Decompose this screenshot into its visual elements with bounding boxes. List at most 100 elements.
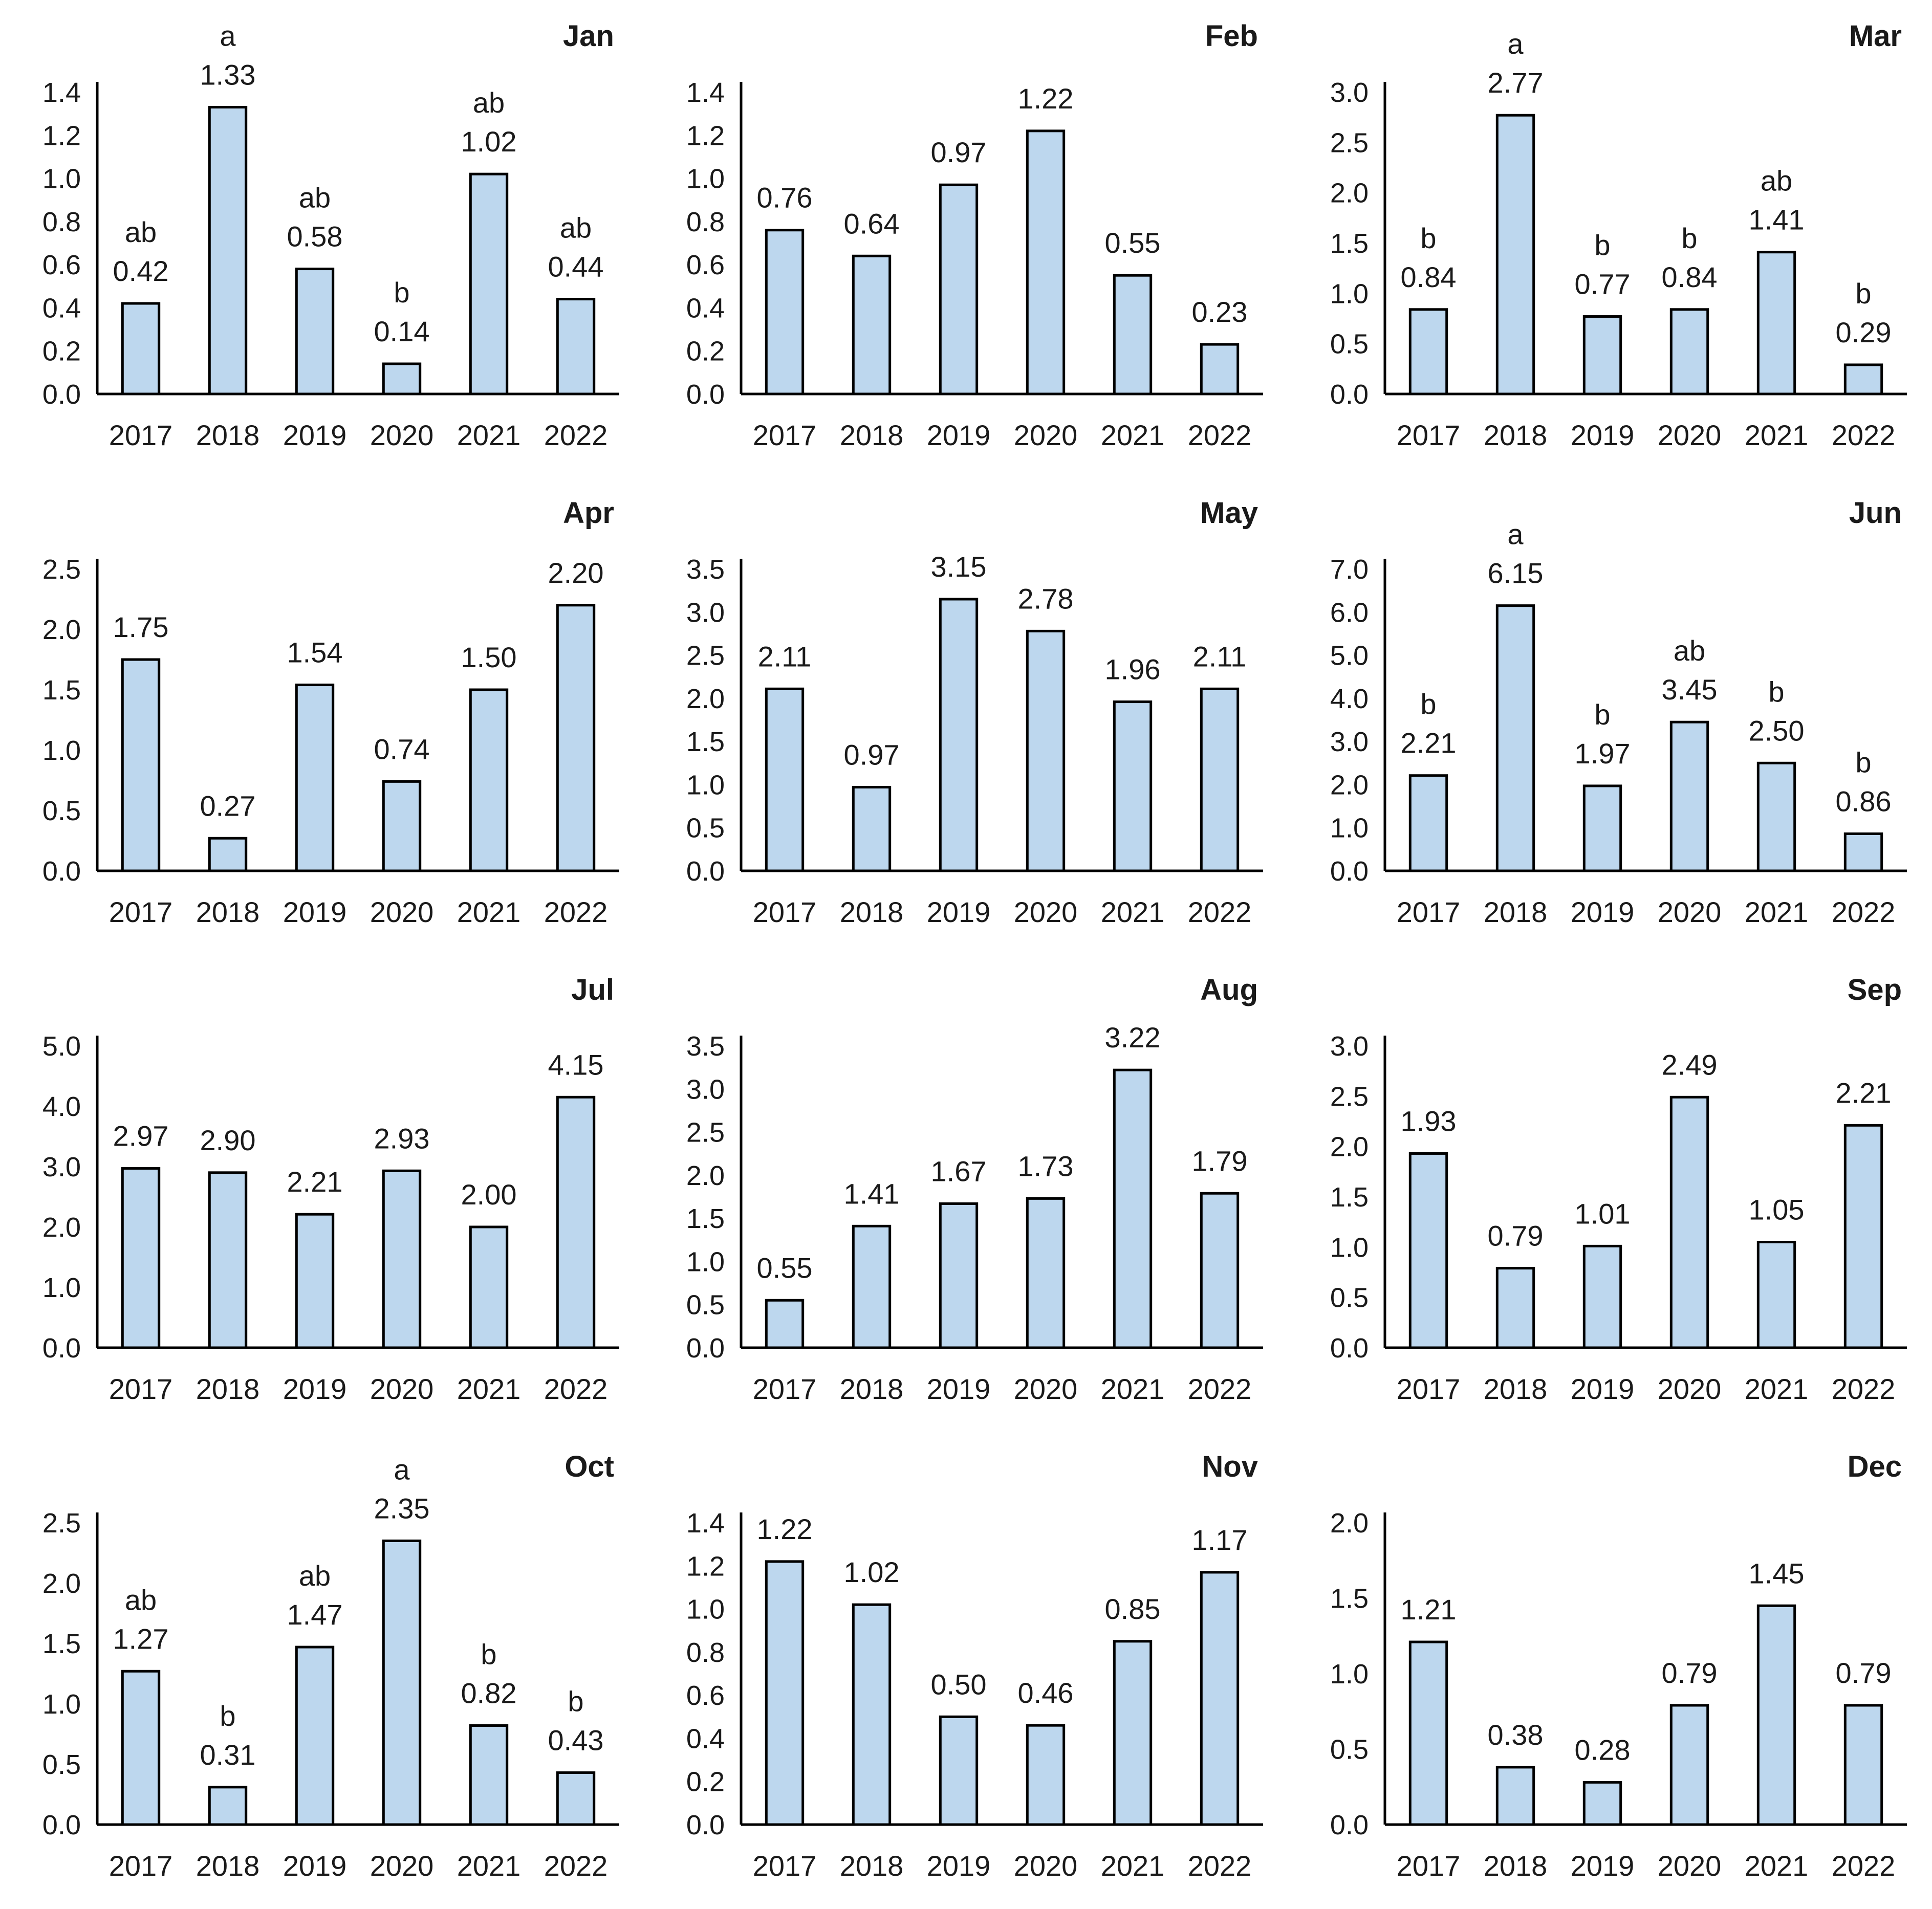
y-tick-label: 0.4: [686, 1723, 725, 1754]
y-tick-label: 1.5: [1330, 228, 1369, 259]
bar-apr-2019: [295, 684, 335, 872]
y-tick-label: 5.0: [1330, 641, 1369, 671]
y-tick-label: 2.5: [1330, 127, 1369, 158]
data-label: 2.35: [374, 1492, 430, 1524]
y-tick-label: 0.5: [1330, 1283, 1369, 1313]
data-label: 2.21: [1401, 727, 1457, 759]
significance-letter: b: [1855, 277, 1871, 310]
significance-letter: b: [1594, 698, 1610, 731]
bar-apr-2022: [556, 604, 596, 872]
y-tick-label: 1.4: [42, 77, 81, 108]
y-tick-label: 2.5: [42, 1508, 81, 1539]
significance-letter: ab: [1761, 165, 1792, 197]
x-tick-label: 2021: [457, 1850, 521, 1882]
chart-apr: Apr 0.0 0.5 1.0 1.5 2.0 2.5 1.75 2017 0.27 2018 1.5…: [42, 496, 619, 928]
significance-letter: b: [1768, 675, 1784, 708]
x-tick-label: 2022: [1188, 1850, 1252, 1882]
significance-letter: a: [220, 20, 236, 52]
y-tick-label: 5.0: [42, 1031, 81, 1062]
bar-oct-2017: [121, 1670, 161, 1826]
data-label: 0.31: [200, 1739, 256, 1771]
bar-feb-2019: [939, 183, 979, 396]
data-label: 1.47: [287, 1598, 343, 1631]
bar-dec-2022: [1843, 1704, 1883, 1826]
data-label: 0.43: [548, 1724, 604, 1757]
x-tick-label: 2019: [927, 1373, 991, 1405]
bar-mar-2018: [1495, 114, 1535, 396]
data-label: 1.05: [1749, 1194, 1805, 1226]
x-tick-label: 2019: [283, 1850, 347, 1882]
y-tick-label: 1.0: [686, 1594, 725, 1625]
bar-aug-2020: [1026, 1197, 1066, 1349]
data-label: 2.93: [374, 1122, 430, 1154]
chart-dec: Dec 0.0 0.5 1.0 1.5 2.0 1.21 2017 0.38 2018 0.28 20…: [1330, 1450, 1907, 1882]
bar-aug-2019: [939, 1202, 979, 1349]
bar-mar-2017: [1408, 308, 1448, 396]
data-label: 1.50: [461, 641, 517, 673]
data-label: 0.28: [1575, 1734, 1631, 1766]
significance-letter: a: [394, 1453, 410, 1485]
x-tick-label: 2022: [1832, 1850, 1896, 1882]
significance-letter: ab: [1674, 634, 1705, 667]
bar-sep-2021: [1756, 1241, 1796, 1349]
data-label: 1.93: [1401, 1105, 1457, 1137]
y-tick-label: 3.0: [1330, 77, 1369, 108]
y-tick-label: 1.5: [1330, 1584, 1369, 1614]
significance-letter: b: [1420, 222, 1436, 254]
x-tick-label: 2021: [457, 419, 521, 451]
x-tick-label: 2019: [927, 896, 991, 928]
bar-feb-2018: [852, 254, 892, 396]
x-tick-label: 2018: [1484, 1850, 1548, 1882]
significance-letter: a: [1507, 518, 1524, 551]
x-tick-label: 2017: [753, 419, 817, 451]
data-label: 1.41: [844, 1177, 900, 1210]
data-label: 1.02: [844, 1556, 900, 1588]
chart-jan: Jan0.00.20.40.60.81.01.21.40.42ab20171.3…: [42, 19, 619, 451]
data-label: 2.77: [1488, 67, 1544, 99]
bar-jan-2018: [208, 106, 248, 396]
data-label: 1.27: [113, 1622, 169, 1655]
data-label: 3.15: [931, 551, 987, 583]
y-tick-label: 6.0: [1330, 597, 1369, 628]
y-tick-label: 0.0: [42, 379, 81, 410]
bar-jan-2022: [556, 298, 596, 396]
x-tick-label: 2022: [544, 419, 608, 451]
y-tick-label: 4.0: [42, 1091, 81, 1122]
y-tick-label: 2.5: [686, 641, 725, 671]
bar-mar-2022: [1843, 363, 1883, 396]
chart-title-apr: Apr: [563, 496, 614, 530]
data-label: 0.27: [200, 789, 256, 822]
significance-letter: ab: [299, 1560, 331, 1592]
x-tick-label: 2018: [840, 896, 904, 928]
x-tick-label: 2020: [1658, 896, 1722, 928]
data-label: 1.96: [1105, 653, 1161, 686]
chart-title-may: May: [1200, 496, 1258, 530]
y-tick-label: 0.4: [686, 293, 725, 323]
x-tick-label: 2017: [1397, 1373, 1461, 1405]
x-tick-label: 2017: [753, 1373, 817, 1405]
x-tick-label: 2020: [1658, 419, 1722, 451]
x-tick-label: 2019: [283, 419, 347, 451]
x-tick-label: 2021: [1101, 419, 1165, 451]
chart-mar: Mar 0.0 0.5 1.0 1.5 2.0 2.5 3.0 0.84 b 2017 2.77 a 20…: [1330, 19, 1907, 451]
y-tick-label: 4.0: [1330, 684, 1369, 714]
data-label: 1.21: [1401, 1593, 1457, 1626]
bar-feb-2020: [1026, 129, 1066, 396]
data-label: 0.79: [1836, 1657, 1892, 1689]
chart-jun: Jun 0.0 1.0 2.0 3.0 4.0 5.0 6.0 7.0 2.21 b 2017 6.15…: [1330, 496, 1907, 928]
x-tick-label: 2017: [109, 896, 173, 928]
data-label: 0.42: [113, 255, 169, 287]
data-label: 0.97: [844, 738, 900, 771]
bar-oct-2022: [556, 1771, 596, 1826]
bar-aug-2018: [852, 1224, 892, 1349]
bar-oct-2020: [382, 1539, 422, 1826]
x-tick-label: 2019: [1571, 1850, 1635, 1882]
bar-dec-2017: [1408, 1640, 1448, 1826]
y-tick-label: 0.6: [686, 1680, 725, 1711]
x-tick-label: 2018: [840, 419, 904, 451]
significance-letter: ab: [299, 182, 331, 214]
significance-letter: b: [220, 1700, 235, 1732]
y-tick-label: 3.0: [686, 1074, 725, 1105]
data-label: 0.86: [1836, 785, 1892, 818]
bar-jul-2019: [295, 1213, 335, 1349]
